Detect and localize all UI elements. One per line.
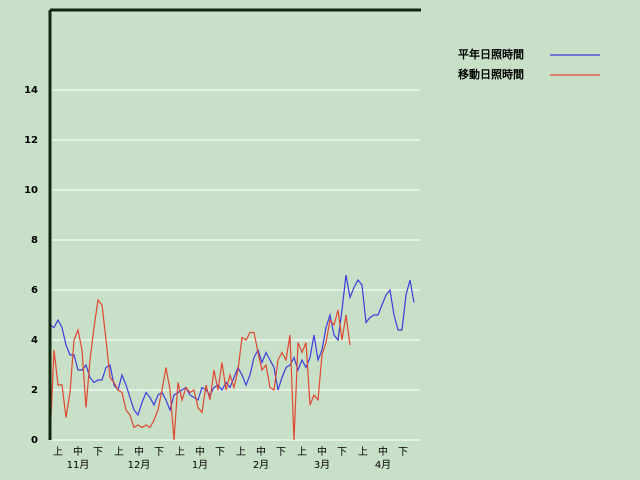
x-tick-label: 中 bbox=[378, 445, 388, 458]
month-label: 1月 bbox=[192, 459, 208, 471]
month-label: 2月 bbox=[253, 459, 269, 471]
x-tick-label: 中 bbox=[73, 445, 83, 458]
y-tick-label: 2 bbox=[31, 385, 38, 396]
x-tick-label: 上 bbox=[236, 446, 246, 458]
month-label: 4月 bbox=[375, 459, 391, 471]
x-tick-label: 上 bbox=[175, 446, 185, 458]
x-tick-label: 下 bbox=[154, 447, 164, 458]
legend-label: 移動日照時間 bbox=[458, 67, 524, 81]
y-tick-label: 14 bbox=[24, 85, 38, 96]
x-tick-label: 下 bbox=[215, 447, 225, 458]
series-line bbox=[49, 274, 415, 417]
x-tick-label: 上 bbox=[358, 446, 368, 458]
y-tick-label: 10 bbox=[24, 185, 38, 196]
month-label: 11月 bbox=[67, 459, 90, 471]
x-tick-label: 上 bbox=[114, 446, 124, 458]
x-tick-label: 上 bbox=[53, 446, 63, 458]
x-tick-label: 下 bbox=[276, 447, 286, 458]
y-tick-label: 12 bbox=[24, 135, 38, 146]
month-label: 12月 bbox=[128, 459, 151, 471]
x-tick-label: 中 bbox=[134, 445, 144, 458]
x-tick-label: 上 bbox=[297, 446, 307, 458]
y-tick-label: 4 bbox=[31, 335, 38, 346]
x-tick-label: 中 bbox=[256, 445, 266, 458]
y-tick-label: 0 bbox=[31, 435, 38, 446]
x-tick-label: 下 bbox=[93, 447, 103, 458]
x-tick-label: 下 bbox=[398, 447, 408, 458]
x-tick-label: 下 bbox=[337, 447, 347, 458]
series-line bbox=[49, 298, 351, 441]
y-tick-label: 8 bbox=[31, 235, 38, 246]
legend-label: 平年日照時間 bbox=[458, 47, 524, 61]
y-tick-label: 6 bbox=[31, 285, 38, 296]
x-tick-label: 中 bbox=[317, 445, 327, 458]
month-label: 3月 bbox=[314, 459, 330, 471]
x-tick-label: 中 bbox=[195, 445, 205, 458]
